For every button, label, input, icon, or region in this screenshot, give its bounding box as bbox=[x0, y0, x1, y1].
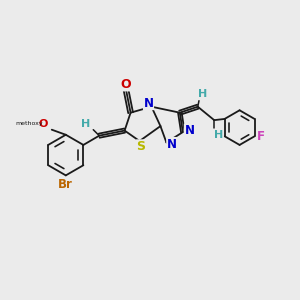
Text: O: O bbox=[38, 119, 47, 129]
Text: H: H bbox=[198, 89, 207, 99]
Text: H: H bbox=[81, 119, 90, 129]
Text: N: N bbox=[143, 97, 154, 110]
Text: F: F bbox=[257, 130, 265, 143]
Text: N: N bbox=[184, 124, 194, 137]
Text: S: S bbox=[136, 140, 146, 153]
Text: H: H bbox=[214, 130, 223, 140]
Text: N: N bbox=[167, 137, 177, 151]
Text: Br: Br bbox=[58, 178, 73, 191]
Text: O: O bbox=[121, 78, 131, 91]
Text: methoxy: methoxy bbox=[15, 121, 43, 126]
